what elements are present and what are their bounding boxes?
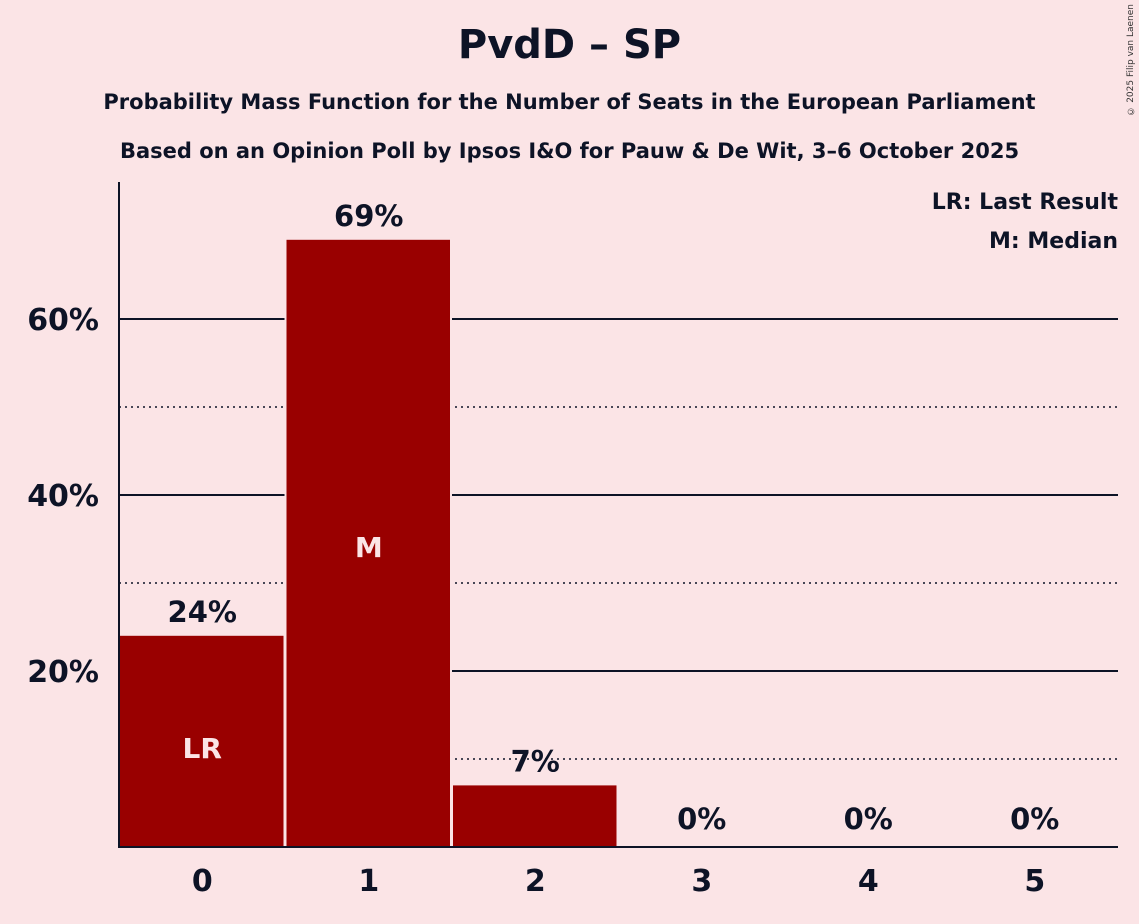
chart-title: PvdD – SP xyxy=(457,22,682,68)
x-tick-label: 5 xyxy=(1024,864,1045,899)
bar xyxy=(286,239,450,848)
bar xyxy=(453,785,617,847)
value-label: 69% xyxy=(334,199,403,233)
value-label: 0% xyxy=(677,802,726,836)
x-tick-label: 0 xyxy=(192,864,213,899)
legend-entry: M: Median xyxy=(989,229,1118,254)
value-label: 24% xyxy=(168,595,237,629)
chart-subtitle: Probability Mass Function for the Number… xyxy=(103,90,1036,114)
bar xyxy=(120,635,284,847)
value-label: 7% xyxy=(511,744,560,778)
x-tick-label: 4 xyxy=(858,864,879,899)
y-tick-label: 20% xyxy=(27,655,99,690)
y-tick-label: 60% xyxy=(27,303,99,338)
value-label: 0% xyxy=(844,802,893,836)
legend-entry: LR: Last Result xyxy=(932,190,1119,215)
x-tick-label: 1 xyxy=(358,864,379,899)
y-tick-label: 40% xyxy=(27,479,99,514)
bar-marker-lr: LR xyxy=(183,732,222,765)
chart-source: Based on an Opinion Poll by Ipsos I&O fo… xyxy=(119,139,1020,163)
bar-marker-m: M xyxy=(355,531,383,564)
value-label: 0% xyxy=(1010,802,1059,836)
x-tick-label: 3 xyxy=(691,864,712,899)
x-tick-label: 2 xyxy=(525,864,546,899)
